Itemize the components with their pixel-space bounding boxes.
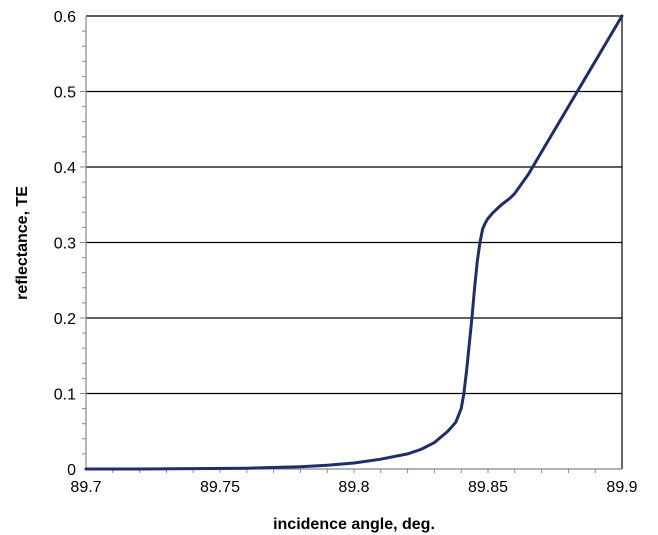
y-tick-label-5: 0.5	[54, 85, 76, 102]
y-tick-label-4: 0.4	[54, 160, 76, 177]
data-series	[84, 14, 624, 471]
y-tick-label-1: 0.1	[54, 387, 76, 404]
y-tick-label-2: 0.2	[54, 311, 76, 328]
axis-ticks	[80, 30, 596, 473]
x-tick-label-0: 89.7	[70, 479, 101, 496]
tick-labels: 0 0.1 0.2 0.3 0.4 0.5 0.6 89.7 89.75 89.8 89.85 89.…	[54, 9, 638, 496]
y-tick-label-6: 0.6	[54, 9, 76, 26]
series-line-0	[84, 14, 624, 471]
x-axis-title: incidence angle, deg.	[273, 516, 435, 533]
y-axis-title: reflectance, TE	[14, 186, 31, 300]
grid-lines	[86, 15, 622, 395]
x-tick-label-3: 89.85	[468, 479, 508, 496]
x-tick-label-1: 89.75	[200, 479, 240, 496]
x-tick-label-2: 89.8	[338, 479, 369, 496]
x-tick-label-4: 89.9	[606, 479, 637, 496]
y-tick-label-0: 0	[67, 462, 76, 479]
y-tick-label-3: 0.3	[54, 236, 76, 253]
